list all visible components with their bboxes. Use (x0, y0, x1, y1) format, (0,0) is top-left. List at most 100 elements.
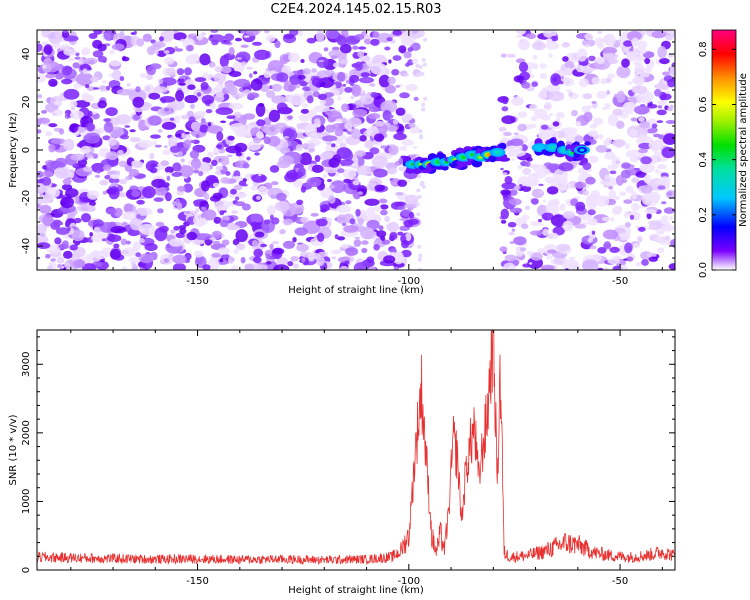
spectrogram-noise-cell (330, 180, 346, 194)
x-tick-label: -50 (612, 276, 628, 287)
spectrogram-noise-cell (321, 135, 338, 142)
spectrogram-noise-cell (397, 179, 408, 187)
spectrogram-noise-cell (233, 184, 243, 191)
spectrogram-noise-cell (199, 124, 209, 133)
spectrogram-noise-cell (664, 235, 670, 241)
spectrogram-noise-cell (324, 92, 335, 98)
spectrogram-noise-cell (81, 213, 91, 223)
spectrogram-noise-cell (301, 143, 310, 149)
x-tick-label: -100 (397, 576, 420, 587)
spectrogram-noise-cell (350, 128, 361, 140)
spectrogram-noise-cell (37, 74, 46, 83)
spectrogram-noise-cell (341, 222, 347, 227)
spectrogram-noise-cell (136, 38, 145, 47)
spectrogram-noise-cell (265, 253, 271, 260)
spectrogram-noise-cell (404, 203, 418, 209)
spectrogram-noise-cell (402, 113, 413, 121)
spectrogram-noise-cell (398, 166, 407, 171)
spectrogram-noise-cell (526, 251, 534, 256)
spectrogram-noise-cell (271, 181, 279, 186)
y-tick-label: 40 (21, 48, 32, 61)
spectrogram-x-ticks: -150 -100 -50 (70, 30, 663, 287)
spectrogram-noise-cell (634, 64, 645, 75)
spectrogram-noise-cell (282, 218, 294, 225)
spectrogram-noise-cell (306, 95, 314, 104)
spectrogram-noise-cell (139, 223, 156, 235)
spectrogram-noise-cell (407, 47, 414, 52)
spectrogram-noise-cell (248, 73, 253, 78)
spectrogram-noise-cell (389, 231, 398, 240)
spectrogram-noise-cell (73, 259, 86, 269)
spectrogram-noise-cell (566, 89, 572, 92)
spectrogram-noise-cell (399, 145, 408, 152)
spectrogram-noise-cell (87, 190, 100, 200)
spectrogram-noise-cell (397, 231, 404, 236)
spectrogram-noise-cell (667, 78, 675, 88)
spectrogram-noise-cell (357, 217, 364, 226)
spectrogram-noise-cell (595, 37, 605, 47)
snr-series-line (37, 330, 675, 566)
spectrogram-noise-cell (101, 80, 108, 84)
spectrogram-noise-cell (195, 208, 200, 213)
signal-halo-cell (411, 168, 423, 174)
spectrogram-noise-cell (221, 239, 230, 246)
spectrogram-noise-cell (246, 156, 251, 161)
spectrogram-noise-cell (152, 41, 166, 48)
spectrogram-noise-cell (203, 193, 210, 200)
spectrogram-noise-cell (132, 96, 145, 108)
spectrogram-noise-cell (639, 162, 655, 173)
spectrogram-x-label: Height of straight line (km) (288, 285, 424, 296)
spectrogram-noise-cell (574, 264, 580, 270)
spectrogram-noise-cell (88, 33, 98, 39)
spectrogram-noise-cell (225, 171, 231, 176)
spectrogram-noise-cell (512, 96, 523, 103)
spectrogram-noise-cell (113, 243, 120, 249)
spectrogram-noise-cell (565, 67, 572, 74)
spectrogram-noise-cell (331, 256, 336, 260)
spectrogram-noise-cell (125, 240, 131, 245)
spectrogram-noise-cell (175, 48, 184, 52)
spectrogram-noise-cell (165, 192, 172, 202)
spectrogram-noise-cell (75, 72, 94, 87)
spectrogram-noise-cell (54, 171, 60, 176)
spectrogram-noise-cell (166, 172, 172, 176)
spectrogram-noise-cell (302, 68, 311, 75)
spectrogram-noise-cell (543, 168, 550, 175)
spectrogram-noise-cell (388, 59, 392, 64)
spectrogram-noise-cell (283, 129, 298, 142)
spectrogram-noise-cell (516, 34, 523, 38)
spectrogram-noise-cell (315, 30, 325, 43)
spectrogram-noise-cell (615, 175, 624, 186)
spectrogram-noise-cell (417, 244, 422, 249)
spectrogram-noise-cell (216, 217, 222, 221)
spectrogram-noise-cell (502, 172, 508, 176)
spectrogram-noise-cell (330, 249, 342, 255)
spectrogram-noise-cell (179, 76, 183, 79)
spectrogram-noise-cell (413, 96, 419, 101)
spectrogram-noise-cell (391, 69, 400, 76)
spectrogram-noise-cell (624, 101, 637, 109)
spectrogram-noise-cell (251, 240, 259, 248)
spectrogram-noise-cell (667, 107, 673, 112)
spectrogram-noise-cell (196, 92, 202, 97)
spectrogram-noise-cell (328, 157, 340, 168)
spectrogram-noise-cell (169, 145, 181, 153)
spectrogram-noise-cell (247, 92, 260, 99)
spectrogram-noise-cell (171, 99, 185, 111)
spectrogram-noise-cell (423, 37, 428, 42)
spectrogram-noise-cell (336, 96, 342, 101)
spectrogram-noise-cell (656, 109, 667, 116)
spectrogram-noise-cell (644, 67, 652, 73)
spectrogram-noise-cell (511, 228, 516, 232)
spectrogram-noise-cell (626, 31, 642, 41)
spectrogram-noise-cell (328, 184, 335, 189)
spectrogram-noise-cell (201, 209, 217, 221)
spectrogram-noise-cell (110, 226, 127, 234)
spectrogram-noise-cell (380, 100, 398, 114)
spectrogram-noise-cell (81, 131, 87, 136)
spectrogram-noise-cell (190, 103, 195, 110)
spectrogram-noise-cell (302, 103, 309, 108)
spectrogram-noise-cell (120, 134, 129, 140)
spectrogram-noise-cell (582, 259, 599, 270)
spectrogram-noise-cell (417, 194, 422, 199)
